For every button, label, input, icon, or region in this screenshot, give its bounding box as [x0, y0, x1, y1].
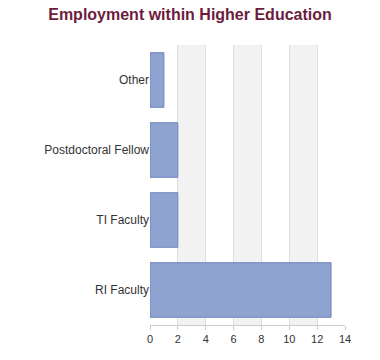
svg-text:Other: Other	[119, 73, 149, 87]
svg-text:8: 8	[258, 333, 264, 345]
svg-text:14: 14	[339, 333, 351, 345]
svg-text:10: 10	[283, 333, 295, 345]
svg-text:12: 12	[311, 333, 323, 345]
svg-text:6: 6	[231, 333, 237, 345]
svg-text:TI Faculty: TI Faculty	[96, 213, 149, 227]
svg-text:Postdoctoral Fellow: Postdoctoral Fellow	[44, 143, 149, 157]
svg-text:Employment within Higher Educa: Employment within Higher Education	[48, 6, 332, 23]
svg-text:RI Faculty: RI Faculty	[95, 283, 149, 297]
svg-text:0: 0	[147, 333, 153, 345]
svg-text:2: 2	[175, 333, 181, 345]
svg-text:4: 4	[203, 333, 209, 345]
